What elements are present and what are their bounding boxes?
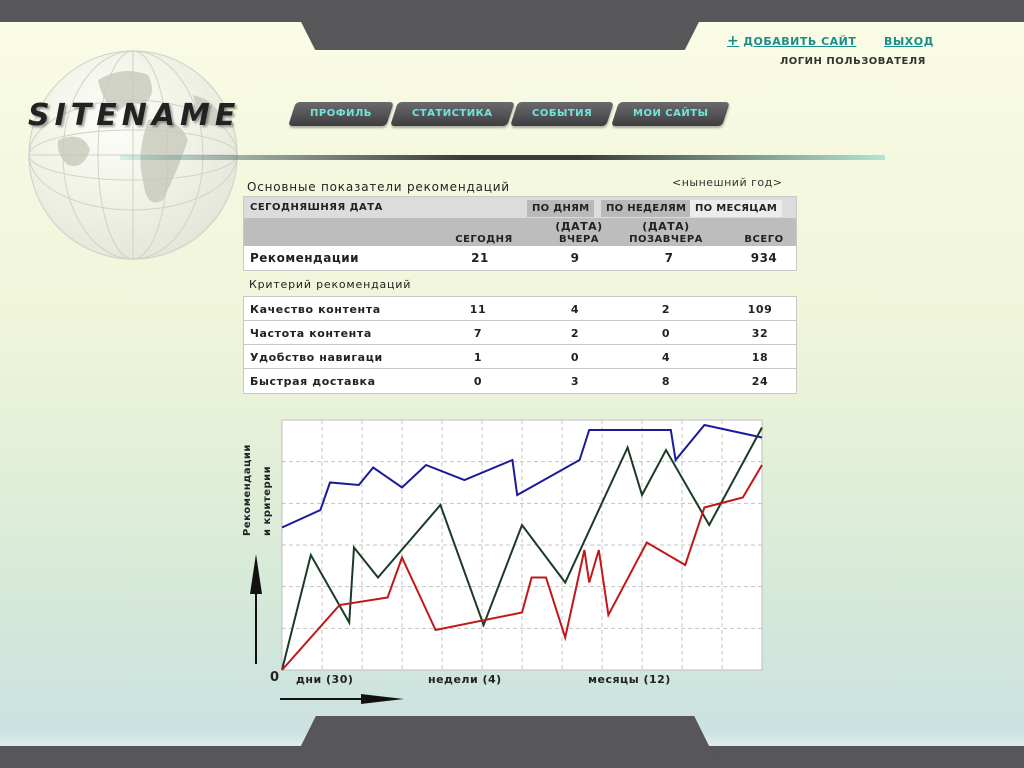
stats-header-row: СЕГОДНЯ (ДАТА) ВЧЕРА (ДАТА) ПОЗАВЧЕРА ВС…: [244, 218, 796, 246]
criteria-row: Быстрая доставка 0 3 8 24: [244, 369, 796, 393]
criteria-today: 11: [469, 303, 487, 316]
stats-tab-row: СЕГОДНЯШНЯЯ ДАТА ПО ДНЯМ ПО НЕДЕЛЯМ ПО М…: [244, 197, 796, 218]
header-divider: [120, 155, 885, 160]
user-login: ЛОГИН ПОЛЬЗОВАТЕЛЯ: [780, 56, 926, 67]
criteria-yesterday: 2: [570, 327, 580, 340]
tab-by-months[interactable]: ПО МЕСЯЦАМ: [690, 200, 783, 217]
recommendations-total: 934: [750, 251, 778, 265]
y-axis-label-line2: и критерии: [262, 465, 273, 536]
criteria-yesterday: 4: [570, 303, 580, 316]
col-yesterday-date: (ДАТА): [555, 220, 603, 233]
col-day-before-date: (ДАТА): [642, 220, 690, 233]
tab-by-days[interactable]: ПО ДНЯМ: [527, 200, 595, 217]
criteria-row: Качество контента 11 4 2 109: [244, 297, 796, 321]
x-arrow-head-icon: [361, 694, 404, 704]
criteria-label: Быстрая доставка: [250, 375, 376, 388]
add-site-label: ДОБАВИТЬ САЙТ: [743, 35, 857, 48]
criteria-label: Удобство навигаци: [250, 351, 383, 364]
logout-link[interactable]: ВЫХОД: [884, 35, 934, 48]
nav-events[interactable]: СОБЫТИЯ: [510, 102, 615, 126]
criteria-day-before: 2: [661, 303, 671, 316]
criteria-title: Критерий рекомендаций: [249, 278, 412, 291]
x-category-months: месяцы (12): [588, 673, 671, 686]
criteria-table: Качество контента 11 4 2 109 Частота кон…: [243, 296, 797, 394]
criteria-today: 7: [473, 327, 483, 340]
criteria-yesterday: 3: [570, 375, 580, 388]
x-category-days: дни (30): [296, 673, 354, 686]
criteria-yesterday: 0: [570, 351, 580, 364]
tab-by-weeks[interactable]: ПО НЕДЕЛЯМ: [601, 200, 692, 217]
plus-icon: +: [727, 33, 740, 49]
y-arrow-head-icon: [250, 554, 262, 594]
recommendations-row: Рекомендации 21 9 7 934: [244, 246, 796, 270]
col-yesterday: ВЧЕРА: [558, 234, 600, 245]
chart-series-line-3: [281, 464, 763, 671]
period-selector[interactable]: <нынешний год>: [672, 176, 783, 189]
y-axis-label-line1: Рекомендации: [242, 444, 253, 536]
chart-series-line-1: [281, 423, 763, 529]
site-logo[interactable]: SITENAME: [28, 98, 241, 133]
criteria-total: 18: [751, 351, 769, 364]
col-today: СЕГОДНЯ: [455, 234, 513, 245]
criteria-total: 24: [751, 375, 769, 388]
criteria-row: Удобство навигаци 1 0 4 18: [244, 345, 796, 369]
recommendations-yesterday: 9: [570, 251, 580, 265]
criteria-today: 0: [473, 375, 483, 388]
recommendations-day-before: 7: [664, 251, 674, 265]
criteria-label: Частота контента: [250, 327, 372, 340]
recommendations-chart: [250, 419, 763, 704]
criteria-day-before: 0: [661, 327, 671, 340]
recommendations-label: Рекомендации: [250, 251, 360, 265]
y-axis-label: Рекомендации и критерии: [242, 438, 276, 548]
nav-my-sites[interactable]: МОИ САЙТЫ: [610, 102, 731, 126]
criteria-today: 1: [473, 351, 483, 364]
nav-profile[interactable]: ПРОФИЛЬ: [288, 102, 394, 126]
criteria-total: 109: [747, 303, 773, 316]
criteria-total: 32: [751, 327, 769, 340]
recommendations-today: 21: [471, 251, 489, 265]
criteria-day-before: 4: [661, 351, 671, 364]
criteria-label: Качество контента: [250, 303, 381, 316]
top-tab-decoration: [290, 0, 710, 50]
origin-label: 0: [270, 670, 280, 685]
col-day-before: ПОЗАВЧЕРА: [629, 234, 703, 245]
criteria-row: Частота контента 7 2 0 32: [244, 321, 796, 345]
main-nav: ПРОФИЛЬ СТАТИСТИКА СОБЫТИЯ МОИ САЙТЫ: [288, 102, 731, 126]
chart-series-line-2: [281, 427, 763, 671]
stats-title: Основные показатели рекомендаций: [247, 180, 510, 194]
bottom-tab-decoration: [290, 716, 720, 768]
add-site-link[interactable]: + ДОБАВИТЬ САЙТ: [727, 33, 856, 49]
today-date-label: СЕГОДНЯШНЯЯ ДАТА: [250, 202, 383, 213]
col-total: ВСЕГО: [744, 234, 784, 245]
stats-table: СЕГОДНЯШНЯЯ ДАТА ПО ДНЯМ ПО НЕДЕЛЯМ ПО М…: [243, 196, 797, 271]
x-category-weeks: недели (4): [428, 673, 502, 686]
nav-statistics[interactable]: СТАТИСТИКА: [390, 102, 515, 126]
criteria-day-before: 8: [661, 375, 671, 388]
